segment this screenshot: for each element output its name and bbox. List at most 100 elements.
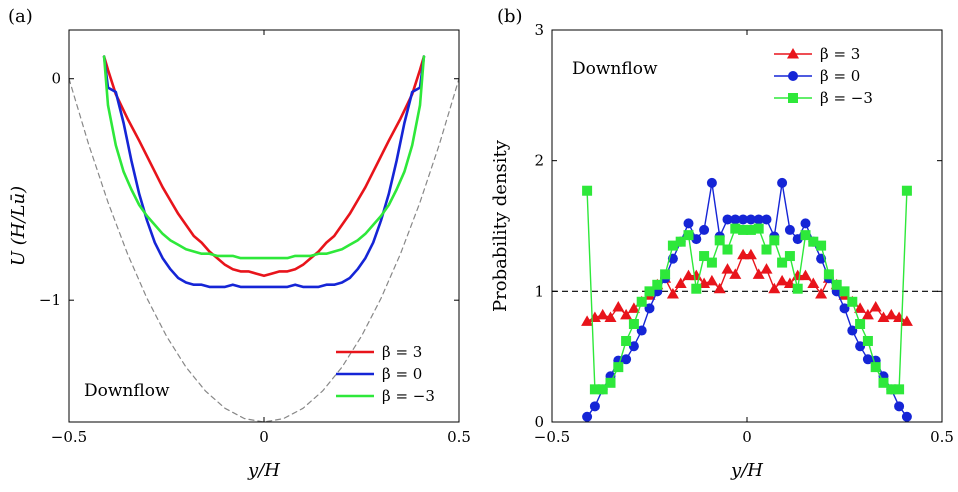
panel-b-series-2-point [761, 244, 772, 255]
panel-b-series-0-point [768, 282, 781, 294]
panel-b-series-1-point [761, 214, 772, 225]
panel-a-legend-label: β = 3 [382, 343, 422, 361]
panel-b-series-1-point [738, 214, 749, 225]
panel-b-series-0-point [666, 287, 679, 299]
panel-a-x-tick-label: 0 [259, 428, 269, 446]
panel-b-series-2-point [870, 362, 881, 373]
panel-a-legend: β = 3 β = 0 β = −3 [336, 343, 435, 405]
panel-b-series-0-point [620, 308, 633, 320]
panel-b-series-0-point [604, 311, 617, 322]
panel-b-y-tick-label: 2 [534, 152, 544, 170]
panel-b-legend-marker [787, 48, 799, 59]
panel-b-series-1-point [636, 325, 647, 336]
panel-b-series-1-point [706, 177, 717, 188]
panel-b-annotation: Downflow [572, 59, 658, 79]
panel-b-series-2-point [800, 230, 811, 241]
panel-b-series-2-point [597, 384, 608, 395]
panel-b-series-2-point [628, 319, 639, 329]
panel-a-series-0-line [102, 55, 426, 278]
panel-b-series-2-point [675, 236, 686, 247]
panel-b-series-2-point [839, 286, 850, 297]
panel-b-series-2-point [792, 283, 803, 294]
panel-b-series-2-point [636, 296, 647, 307]
panel-b-series-1-point [901, 411, 912, 422]
panel-a: (a) −0.5 0 0.5 0 −1 Downflow β = 3 β = 0 β = −… [8, 6, 471, 481]
panel-b-series-0-point [627, 302, 640, 313]
panel-b-series-0-point [807, 277, 820, 288]
panel-b-series-0-point [815, 287, 828, 299]
panel-b-series-1-point [730, 214, 741, 225]
panel-b-series-0-point [596, 308, 609, 320]
panel-b-series-0-point [581, 315, 594, 326]
panel-b-series-2-point [605, 377, 616, 388]
panel-a-y-axis-label-text: U (H/Lū) [8, 186, 29, 266]
panel-b-series-0-point [713, 282, 726, 294]
panel-b-legend-label: β = 3 [820, 45, 860, 63]
panel-b-y-axis-label: Probability density [490, 139, 511, 312]
panel-b-x-tick-label: −0.5 [534, 428, 570, 446]
panel-b-series-1-point [784, 224, 795, 235]
panel-a-y-tick-label: 0 [51, 70, 61, 88]
panel-b-series-1-point [628, 341, 639, 352]
panel-b-series-2-point [691, 283, 702, 294]
panel-b-series-1-point [862, 354, 873, 365]
panel-b-series-0-point [776, 274, 789, 286]
panel-b-series-2-point [582, 185, 593, 196]
panel-b-series-2-point [613, 362, 624, 373]
panel-b-series-2-point [683, 230, 694, 241]
panel-b-series-2-point [667, 240, 678, 251]
panel-b-y-tick-label: 1 [534, 282, 544, 300]
panel-b-series-0-point [900, 315, 913, 326]
panel-b-series-2-point [831, 279, 842, 290]
panel-b-series-2-point [660, 269, 671, 280]
panel-b-label: (b) [497, 6, 523, 27]
panel-b-series-1-point [839, 303, 850, 314]
panel-a-legend-label: β = −3 [382, 387, 435, 405]
panel-b-x-tick-label: 0 [742, 428, 752, 446]
panel-b-series-2-point [894, 384, 905, 395]
panel-b-x-axis-label: y/H [730, 460, 763, 481]
panel-a-series-1-line [102, 55, 426, 289]
panel-b-series-2-point [784, 251, 795, 262]
panel-a-series-2-line [102, 55, 426, 260]
panel-a-plot-area [69, 55, 459, 422]
panel-b-series-1-point [691, 234, 702, 245]
panel-b-series-1-point [589, 401, 600, 412]
panel-b-series-0-point [744, 248, 757, 260]
panel-b-series-1-point [855, 341, 866, 352]
panel-b-series-0-point [885, 308, 898, 320]
panel-b-series-2-point [753, 223, 764, 234]
panel-b-series-2-point [589, 384, 600, 395]
panel-b-series-0-point [705, 274, 718, 286]
panel-b-series-2-point [886, 384, 897, 395]
panel-b-series-2-point [621, 335, 632, 346]
panel-a-x-tick-label: −0.5 [51, 428, 87, 446]
panel-b-series-2-point [878, 377, 889, 388]
panel-b-series-0-point [674, 277, 687, 288]
panel-b-series-2-point [745, 224, 756, 235]
panel-b-legend-label: β = 0 [820, 67, 860, 85]
panel-b-series-2-point [901, 185, 912, 196]
panel-a-legend-label: β = 0 [382, 365, 422, 383]
panel-b-series-0-point [869, 301, 882, 312]
panel-b-series-1-point [800, 218, 811, 229]
panel-b-series-0-point [861, 308, 874, 320]
panel-a-series-3-line [69, 78, 459, 422]
panel-b-series-0-point [752, 268, 765, 279]
panel-b-series-1-point [777, 177, 788, 188]
panel-b-series-0-point [760, 263, 773, 274]
panel-b-legend-marker [788, 71, 798, 81]
panel-b-series-2-point [730, 223, 741, 234]
panel-b-series-2-point [823, 269, 834, 280]
panel-a-y-tick-label: −1 [39, 291, 61, 309]
panel-a-y-axis-label: U (H/Lū) [8, 186, 29, 266]
panel-b-series-2-point [847, 296, 858, 307]
panel-a-x-axis-label: y/H [247, 460, 280, 481]
panel-b-plot-area [552, 177, 942, 422]
panel-b-series-2-point [722, 244, 733, 255]
panel-b-series-1-point [847, 325, 858, 336]
panel-a-frame [68, 29, 460, 423]
